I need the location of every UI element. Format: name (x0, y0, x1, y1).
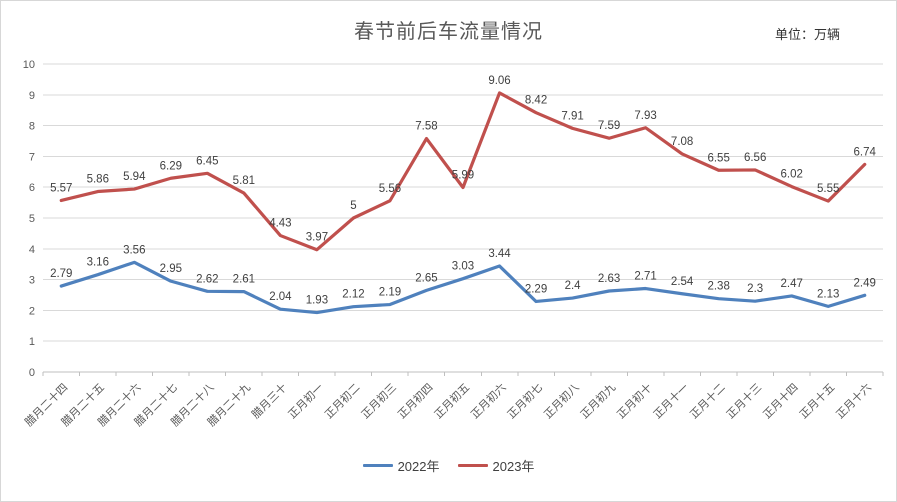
data-label: 2.4 (565, 280, 582, 292)
data-label: 2.29 (525, 283, 547, 295)
unit-label: 单位：万辆 (774, 27, 840, 42)
data-label: 3.16 (87, 257, 109, 269)
data-label: 7.93 (634, 110, 656, 122)
series-line-2023年 (59, 91, 867, 252)
data-label: 2.3 (747, 283, 763, 295)
x-axis-label: 正月初三 (358, 380, 399, 421)
data-label: 3.44 (488, 248, 511, 260)
x-axis-label: 正月十三 (723, 380, 764, 421)
data-label: 6.29 (160, 160, 182, 172)
data-label: 2.79 (50, 268, 72, 280)
data-label: 9.06 (488, 75, 510, 87)
x-axis-label: 正月初十 (614, 380, 655, 421)
y-axis-label: 3 (29, 275, 35, 287)
data-label: 5.86 (87, 174, 109, 186)
y-axis-label: 2 (29, 305, 35, 317)
data-label: 6.55 (707, 152, 729, 164)
data-label: 2.65 (415, 272, 437, 284)
data-label: 7.59 (598, 120, 620, 132)
data-label: 2.54 (671, 276, 694, 288)
chart-title: 春节前后车流量情况 (354, 19, 543, 43)
data-label: 6.74 (854, 146, 877, 158)
legend-item-2022年: 2022年 (362, 456, 440, 475)
legend-item-2023年: 2023年 (457, 456, 535, 475)
x-axis-label: 正月初五 (431, 380, 472, 421)
data-label: 3.97 (306, 232, 328, 244)
x-axis-label: 正月初四 (395, 380, 436, 421)
data-label: 2.61 (233, 274, 255, 286)
data-label: 2.13 (817, 288, 839, 300)
data-label: 7.58 (415, 121, 437, 133)
y-axis-label: 4 (29, 244, 35, 256)
y-axis-label: 5 (29, 213, 35, 225)
x-axis-label: 正月十一 (650, 380, 691, 421)
x-axis-label: 正月初一 (285, 380, 326, 421)
data-label: 5.94 (123, 171, 146, 183)
data-label: 2.38 (707, 281, 729, 293)
x-axis-label: 正月十二 (687, 380, 728, 421)
data-label: 2.12 (342, 289, 364, 301)
data-label: 5.55 (817, 183, 839, 195)
y-axis-label: 1 (29, 336, 35, 348)
y-axis-label: 7 (29, 151, 35, 163)
data-label: 6.45 (196, 155, 218, 167)
data-label: 2.71 (634, 271, 656, 283)
x-axis-label: 正月初九 (577, 380, 618, 421)
legend-swatch (362, 464, 393, 467)
x-axis-label: 正月初八 (541, 380, 582, 421)
legend-label: 2023年 (492, 459, 535, 474)
data-label: 5.56 (379, 183, 401, 195)
data-label: 2.63 (598, 273, 620, 285)
data-label: 5.81 (233, 175, 255, 187)
data-label: 8.42 (525, 95, 547, 107)
y-axis-label: 0 (29, 367, 35, 379)
y-axis-label: 8 (29, 121, 35, 133)
x-axis-label: 正月十四 (760, 380, 801, 421)
y-axis-label: 6 (29, 182, 35, 194)
data-label: 1.93 (306, 295, 328, 307)
series-line-2022年 (59, 260, 867, 315)
data-label: 4.43 (269, 218, 291, 230)
data-label: 7.91 (561, 110, 583, 122)
y-axis-label: 9 (29, 90, 35, 102)
data-label: 2.49 (854, 277, 876, 289)
data-label: 7.08 (671, 136, 693, 148)
x-axis-label: 正月十六 (833, 380, 874, 421)
data-label: 3.56 (123, 244, 145, 256)
data-label: 2.62 (196, 273, 218, 285)
data-label: 5.99 (452, 170, 474, 182)
data-label: 2.95 (160, 263, 182, 275)
x-axis-label: 正月十五 (796, 380, 837, 421)
x-axis-label: 正月初六 (468, 380, 509, 421)
x-axis-label: 正月初二 (322, 380, 363, 421)
legend: 2022年 2023年 (1, 456, 896, 475)
data-label: 5.57 (50, 182, 72, 194)
y-axis-label: 10 (23, 59, 35, 71)
x-axis-label: 正月初七 (504, 380, 545, 421)
legend-label: 2022年 (397, 459, 440, 474)
data-label: 2.04 (269, 291, 292, 303)
data-label: 6.56 (744, 152, 766, 164)
data-label: 6.02 (781, 169, 803, 181)
data-label: 2.47 (781, 278, 803, 290)
legend-swatch (457, 464, 488, 467)
data-label: 5 (350, 200, 356, 212)
data-label: 2.19 (379, 287, 401, 299)
data-label: 3.03 (452, 261, 474, 273)
x-axis-label: 腊月三十 (249, 380, 290, 421)
